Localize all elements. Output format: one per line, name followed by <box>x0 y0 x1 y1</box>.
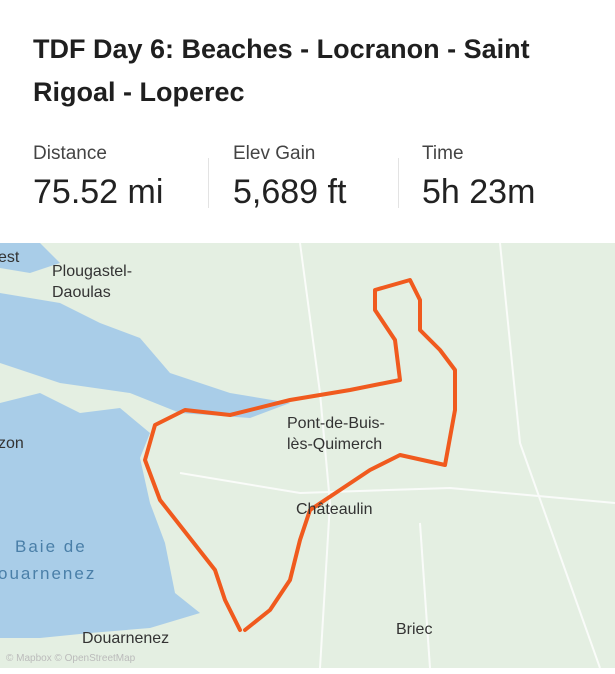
map-label: Baie de <box>15 537 87 556</box>
map-canvas <box>0 243 615 668</box>
water-estuary <box>0 293 290 418</box>
map-label: Briec <box>396 621 433 638</box>
map-attribution[interactable]: © Mapbox © OpenStreetMap <box>6 653 136 664</box>
map-label: est <box>0 249 20 266</box>
stat-label: Time <box>422 143 464 164</box>
route-map[interactable]: est Plougastel- Daoulas zon Pont-de-Buis… <box>0 243 615 668</box>
map-label: Douarnenez <box>82 630 170 647</box>
divider <box>398 158 399 208</box>
stat-distance: Distance 75.52 mi <box>33 143 163 212</box>
water-bay <box>0 393 200 638</box>
map-label: ouarnenez <box>0 564 97 583</box>
route-line <box>143 278 457 632</box>
stat-value: 5,689 ft <box>233 173 347 211</box>
water-north <box>0 243 60 273</box>
stat-label: Elev Gain <box>233 143 316 164</box>
map-label: Châteaulin <box>296 501 373 518</box>
route-title: TDF Day 6: Beaches - Locranon - Saint Ri… <box>33 34 530 107</box>
map-label: Plougastel- Daoulas <box>52 263 133 301</box>
map-label: Pont-de-Buis- lès-Quimerch <box>287 415 385 453</box>
stat-value: 75.52 mi <box>33 173 164 211</box>
map-label: zon <box>0 435 24 452</box>
stat-label: Distance <box>33 143 107 164</box>
stat-time: Time 5h 23m <box>422 143 535 212</box>
roads <box>179 243 615 668</box>
stat-value: 5h 23m <box>422 173 536 211</box>
stat-elev-gain: Elev Gain 5,689 ft <box>233 143 346 212</box>
divider <box>208 158 209 208</box>
